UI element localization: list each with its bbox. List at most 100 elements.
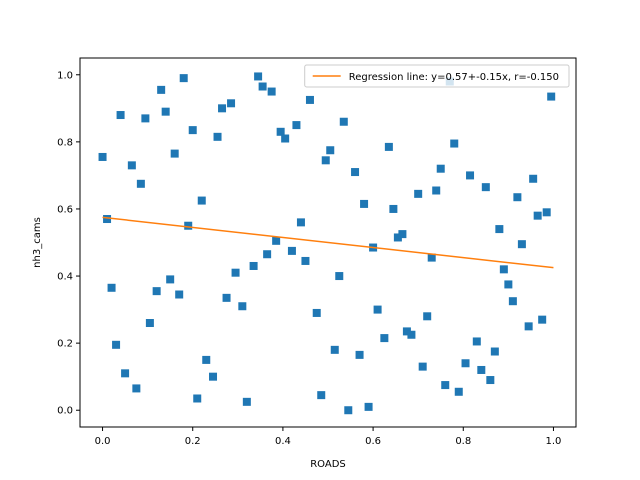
x-axis-ticks: 0.0 0.2 0.4 0.6 0.8 1.0 xyxy=(95,427,561,447)
data-point-73 xyxy=(450,139,459,148)
data-point-54 xyxy=(360,199,369,208)
data-point-38 xyxy=(281,134,290,143)
y-tick-label-4: 0.8 xyxy=(57,137,73,148)
data-point-43 xyxy=(305,95,314,104)
data-point-14 xyxy=(166,275,175,284)
data-point-4 xyxy=(116,111,125,120)
data-point-3 xyxy=(112,340,121,349)
axes-frame xyxy=(79,57,577,428)
data-point-58 xyxy=(380,334,389,343)
data-point-19 xyxy=(188,126,197,135)
regression-line xyxy=(102,216,554,269)
data-point-27 xyxy=(227,99,236,108)
data-point-44 xyxy=(312,308,321,317)
data-point-47 xyxy=(326,146,335,155)
data-point-74 xyxy=(454,387,463,396)
data-point-1 xyxy=(103,215,112,224)
x-tick-label-2: 0.4 xyxy=(275,436,291,447)
data-point-88 xyxy=(524,322,533,331)
data-point-49 xyxy=(335,272,344,281)
data-point-64 xyxy=(407,330,416,339)
data-point-21 xyxy=(197,196,206,205)
data-point-25 xyxy=(218,104,227,113)
data-point-68 xyxy=(427,253,436,262)
data-point-45 xyxy=(317,391,326,400)
data-point-93 xyxy=(547,92,556,101)
data-point-29 xyxy=(238,302,247,311)
data-point-30 xyxy=(242,397,251,406)
x-tick-label-1: 0.2 xyxy=(185,436,201,447)
data-point-70 xyxy=(436,164,445,173)
data-point-7 xyxy=(132,384,141,393)
data-point-6 xyxy=(127,161,136,170)
data-point-57 xyxy=(373,305,382,314)
data-point-91 xyxy=(538,315,547,324)
data-point-67 xyxy=(423,312,432,321)
data-point-71 xyxy=(441,381,450,390)
y-axis-ticks: 0.0 0.2 0.4 0.6 0.8 1.0 xyxy=(57,70,80,417)
data-point-40 xyxy=(292,121,301,130)
data-point-84 xyxy=(504,280,513,289)
data-point-55 xyxy=(364,402,373,411)
data-point-53 xyxy=(355,350,364,359)
data-point-8 xyxy=(136,179,145,188)
data-point-15 xyxy=(170,149,179,158)
data-point-79 xyxy=(481,183,490,192)
data-point-83 xyxy=(499,265,508,274)
data-point-78 xyxy=(477,365,486,374)
data-point-89 xyxy=(529,174,538,183)
x-tick-label-4: 0.8 xyxy=(455,436,471,447)
data-point-16 xyxy=(175,290,184,299)
data-point-0 xyxy=(98,152,107,161)
data-point-35 xyxy=(267,87,276,96)
data-point-46 xyxy=(321,156,330,165)
data-point-17 xyxy=(179,74,188,83)
x-tick-label-0: 0.0 xyxy=(95,436,111,447)
data-point-11 xyxy=(152,287,161,296)
data-point-32 xyxy=(254,72,263,81)
legend-box xyxy=(304,64,570,88)
data-point-80 xyxy=(486,376,495,385)
data-point-85 xyxy=(508,297,517,306)
data-point-37 xyxy=(276,127,285,136)
data-point-2 xyxy=(107,283,116,292)
data-point-87 xyxy=(517,240,526,249)
data-point-81 xyxy=(490,347,499,356)
data-point-34 xyxy=(263,250,272,259)
data-point-28 xyxy=(231,268,240,277)
data-point-60 xyxy=(389,204,398,213)
data-point-61 xyxy=(393,233,402,242)
data-point-75 xyxy=(461,359,470,368)
data-point-5 xyxy=(121,369,130,378)
regression-line-layer xyxy=(102,216,554,269)
data-point-52 xyxy=(351,168,360,177)
y-tick-label-5: 1.0 xyxy=(57,70,73,81)
data-point-90 xyxy=(533,211,542,220)
data-point-50 xyxy=(339,117,348,126)
data-point-9 xyxy=(141,114,150,123)
data-point-39 xyxy=(287,246,296,255)
data-point-65 xyxy=(414,189,423,198)
x-tick-label-3: 0.6 xyxy=(365,436,381,447)
data-point-92 xyxy=(542,208,551,217)
y-tick-label-0: 0.0 xyxy=(57,406,73,417)
legend-label: Regression line: y=0.57+-0.15x, r=-0.150 xyxy=(349,72,559,83)
data-points xyxy=(98,72,556,415)
data-point-13 xyxy=(161,107,170,116)
data-point-33 xyxy=(258,82,267,91)
data-point-42 xyxy=(301,256,310,265)
data-point-20 xyxy=(193,394,202,403)
y-axis-label: nh3_cams xyxy=(32,217,43,268)
data-point-86 xyxy=(513,193,522,202)
legend: Regression line: y=0.57+-0.15x, r=-0.150 xyxy=(304,64,570,88)
data-point-62 xyxy=(398,230,407,239)
data-point-48 xyxy=(330,345,339,354)
data-point-59 xyxy=(384,142,393,151)
data-point-22 xyxy=(202,355,211,364)
data-point-69 xyxy=(432,186,441,195)
data-point-18 xyxy=(184,221,193,230)
data-point-26 xyxy=(222,293,231,302)
data-point-41 xyxy=(296,218,305,227)
